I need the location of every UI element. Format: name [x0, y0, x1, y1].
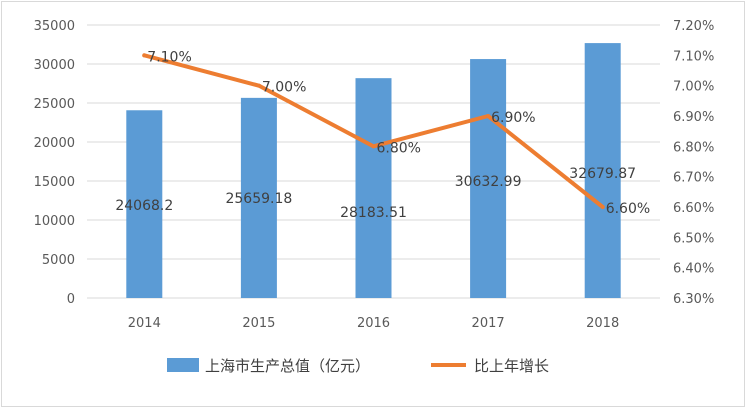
y-right-tick-label: 6.60% — [673, 201, 714, 216]
line-point — [256, 83, 261, 88]
legend-bar-swatch — [167, 358, 199, 372]
x-tick-label: 2018 — [586, 316, 619, 331]
x-tick-label: 2016 — [357, 316, 390, 331]
line-data-label: 6.90% — [491, 110, 535, 126]
line-data-label: 7.10% — [147, 49, 191, 65]
bar-data-label: 32679.87 — [569, 166, 636, 182]
bar — [126, 110, 163, 299]
y-right-tick-label: 6.70% — [673, 171, 714, 186]
y-right-tick-label: 7.20% — [673, 19, 714, 34]
y-left-tick-label: 5000 — [42, 253, 75, 268]
line-point — [600, 205, 605, 209]
bar-data-label: 24068.2 — [115, 198, 173, 214]
bar — [355, 78, 392, 298]
bar — [240, 97, 277, 298]
line-data-label: 6.60% — [606, 201, 650, 217]
y-left-tick-label: 0 — [67, 292, 75, 307]
bar-data-label: 30632.99 — [455, 174, 522, 190]
line-data-label: 6.80% — [377, 140, 421, 156]
y-right-tick-label: 6.40% — [673, 262, 714, 277]
bar-data-label: 25659.18 — [225, 191, 292, 207]
y-left-tick-label: 20000 — [34, 136, 75, 151]
y-right-tick-label: 6.50% — [673, 231, 714, 246]
y-left-tick-label: 30000 — [34, 58, 75, 73]
y-left-tick-label: 10000 — [34, 214, 75, 229]
y-left-tick-label: 35000 — [34, 19, 75, 34]
x-tick-label: 2014 — [128, 316, 161, 331]
y-right-tick-label: 6.80% — [673, 140, 714, 155]
line-point — [142, 53, 147, 58]
y-right-tick-label: 6.90% — [673, 110, 714, 125]
x-tick-label: 2017 — [472, 316, 505, 331]
line-point — [486, 114, 491, 118]
y-right-tick-label: 7.10% — [673, 49, 714, 64]
bar — [470, 59, 507, 298]
legend-line-label: 比上年增长 — [474, 357, 549, 375]
y-left-tick-label: 15000 — [34, 175, 75, 190]
x-tick-label: 2015 — [242, 316, 275, 331]
line-data-label: 7.00% — [262, 80, 306, 96]
y-right-tick-label: 7.00% — [673, 80, 714, 95]
legend-bar-label: 上海市生产总值（亿元） — [205, 357, 370, 375]
bar — [584, 43, 621, 298]
line-point — [371, 144, 376, 149]
bar-data-label: 28183.51 — [340, 205, 407, 221]
y-left-tick-label: 25000 — [34, 97, 75, 112]
y-right-tick-label: 6.30% — [673, 292, 714, 307]
